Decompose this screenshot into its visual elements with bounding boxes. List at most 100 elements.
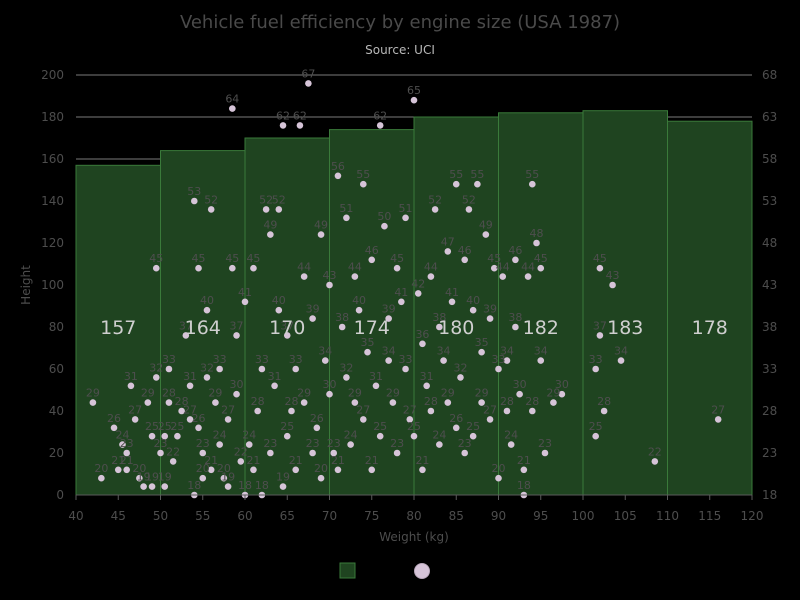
scatter-point[interactable] — [114, 466, 122, 474]
scatter-point[interactable] — [313, 424, 321, 432]
scatter-point[interactable] — [250, 264, 257, 272]
scatter-point[interactable] — [283, 432, 291, 440]
scatter-point[interactable] — [512, 323, 519, 331]
scatter-point[interactable] — [486, 315, 494, 322]
scatter-point[interactable] — [355, 306, 363, 314]
scatter-point[interactable] — [482, 231, 490, 238]
scatter-point[interactable] — [123, 449, 130, 457]
scatter-point[interactable] — [393, 449, 401, 457]
scatter-point[interactable] — [436, 441, 443, 448]
scatter-point[interactable] — [195, 424, 202, 432]
scatter-point[interactable] — [410, 96, 418, 104]
scatter-point[interactable] — [427, 407, 435, 415]
scatter-point[interactable] — [520, 466, 528, 474]
scatter-point[interactable] — [461, 449, 469, 457]
scatter-point[interactable] — [262, 206, 270, 213]
scatter-point[interactable] — [419, 340, 426, 348]
scatter-point[interactable] — [321, 357, 329, 364]
scatter-point[interactable] — [376, 432, 384, 440]
scatter-point[interactable] — [152, 374, 160, 381]
scatter-point[interactable] — [241, 298, 249, 306]
scatter-point[interactable] — [258, 365, 266, 373]
scatter-point[interactable] — [174, 432, 181, 440]
scatter-point[interactable] — [292, 466, 300, 474]
scatter-point[interactable] — [440, 357, 447, 364]
scatter-point[interactable] — [199, 474, 207, 482]
scatter-point[interactable] — [203, 306, 211, 314]
scatter-point[interactable] — [279, 483, 287, 490]
scatter-point[interactable] — [461, 256, 469, 264]
scatter-point[interactable] — [148, 483, 156, 490]
scatter-point[interactable] — [186, 416, 194, 423]
scatter-point[interactable] — [191, 197, 198, 205]
scatter-point[interactable] — [317, 474, 325, 482]
scatter-point[interactable] — [127, 382, 135, 390]
scatter-point[interactable] — [537, 264, 545, 272]
scatter-point[interactable] — [296, 122, 304, 129]
scatter-point[interactable] — [224, 483, 232, 490]
scatter-point[interactable] — [507, 441, 515, 448]
scatter-point[interactable] — [178, 407, 185, 415]
scatter-point[interactable] — [203, 374, 211, 381]
bar[interactable] — [498, 112, 584, 496]
scatter-point[interactable] — [503, 357, 511, 364]
scatter-point[interactable] — [271, 382, 278, 390]
scatter-point[interactable] — [250, 466, 257, 474]
scatter-point[interactable] — [385, 357, 392, 364]
scatter-point[interactable] — [393, 264, 401, 272]
scatter-point[interactable] — [283, 332, 291, 339]
scatter-point[interactable] — [292, 365, 300, 373]
scatter-point[interactable] — [360, 180, 367, 188]
scatter-point[interactable] — [474, 180, 481, 188]
scatter-point[interactable] — [279, 122, 287, 129]
scatter-point[interactable] — [161, 432, 169, 440]
scatter-point[interactable] — [136, 474, 143, 482]
bar[interactable] — [75, 164, 161, 496]
scatter-point[interactable] — [233, 390, 240, 398]
scatter-point[interactable] — [457, 374, 464, 381]
scatter-point[interactable] — [123, 466, 130, 474]
scatter-point[interactable] — [478, 348, 485, 356]
scatter-point[interactable] — [207, 206, 215, 213]
scatter-point[interactable] — [495, 365, 502, 373]
legend-point-swatch[interactable] — [414, 563, 430, 579]
scatter-point[interactable] — [169, 458, 177, 465]
scatter-point[interactable] — [389, 399, 397, 406]
scatter-point[interactable] — [486, 416, 494, 423]
scatter-point[interactable] — [152, 264, 160, 272]
scatter-point[interactable] — [431, 206, 439, 213]
scatter-point[interactable] — [592, 432, 599, 440]
scatter-point[interactable] — [596, 332, 604, 339]
scatter-point[interactable] — [182, 332, 190, 339]
scatter-point[interactable] — [533, 239, 540, 247]
scatter-point[interactable] — [651, 458, 659, 465]
scatter-point[interactable] — [469, 432, 477, 440]
scatter-point[interactable] — [465, 206, 473, 213]
scatter-point[interactable] — [165, 365, 173, 373]
scatter-point[interactable] — [351, 399, 359, 406]
scatter-point[interactable] — [334, 466, 342, 474]
scatter-point[interactable] — [360, 416, 367, 423]
scatter-point[interactable] — [452, 424, 460, 432]
scatter-point[interactable] — [410, 432, 418, 440]
scatter-point[interactable] — [558, 390, 566, 398]
scatter-point[interactable] — [330, 449, 338, 457]
scatter-point[interactable] — [300, 273, 308, 280]
scatter-point[interactable] — [267, 449, 274, 457]
scatter-point[interactable] — [207, 466, 215, 474]
bar[interactable] — [582, 110, 668, 496]
scatter-point[interactable] — [402, 214, 409, 222]
scatter-point[interactable] — [495, 474, 502, 482]
scatter-point[interactable] — [376, 122, 384, 129]
scatter-point[interactable] — [326, 390, 333, 398]
scatter-point[interactable] — [529, 407, 536, 415]
scatter-point[interactable] — [469, 306, 477, 314]
scatter-point[interactable] — [199, 449, 207, 457]
scatter-point[interactable] — [229, 105, 236, 112]
scatter-point[interactable] — [212, 399, 219, 406]
scatter-point[interactable] — [714, 416, 722, 423]
scatter-point[interactable] — [288, 407, 295, 415]
scatter-point[interactable] — [385, 315, 392, 322]
scatter-point[interactable] — [351, 273, 359, 280]
scatter-point[interactable] — [216, 365, 223, 373]
